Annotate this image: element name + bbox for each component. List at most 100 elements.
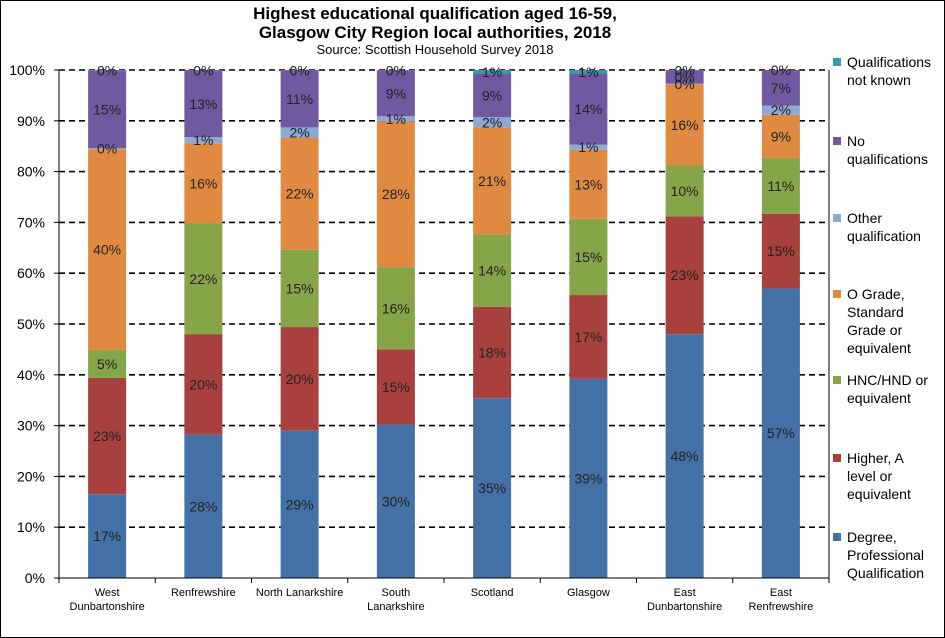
chart-title-line2: Glasgow City Region local authorities, 2…: [258, 23, 612, 42]
bar-segment: [376, 116, 415, 122]
data-label: 16%: [382, 300, 410, 316]
bar-segment: [88, 70, 127, 72]
x-tick-label-line: Renfrewshire: [748, 601, 813, 613]
bar-segment: [761, 213, 800, 289]
x-tick-label-line: Dunbartonshire: [647, 601, 722, 613]
x-tick-label: Glasgow: [567, 587, 610, 599]
legend-label-line: equivalent: [847, 486, 911, 502]
data-label: 20%: [189, 376, 217, 392]
bar-segment: [473, 306, 512, 399]
x-tick-label: East Dunbartonshire: [647, 587, 722, 613]
x-tick-label: West Dunbartonshire: [70, 587, 145, 613]
bar-segment: [376, 70, 415, 71]
legend-label-line: Qualifications: [847, 54, 932, 70]
bar-segment: [280, 249, 319, 328]
data-label: 1%: [193, 132, 213, 148]
bar-segment: [280, 430, 319, 578]
bar-segment: [569, 73, 608, 145]
y-tick-label: 80%: [17, 164, 45, 180]
data-label: 9%: [482, 87, 502, 103]
legend-label-line: Higher, A: [847, 450, 904, 466]
legend-label-line: level or: [847, 468, 893, 484]
data-label: 40%: [93, 242, 121, 258]
data-label: 22%: [189, 271, 217, 287]
bar-segment: [761, 70, 800, 106]
legend-label-line: qualification: [847, 228, 921, 244]
bar-segment: [569, 144, 608, 150]
legend-label-line: equivalent: [847, 390, 911, 406]
data-label: 0%: [290, 62, 310, 78]
data-label: 13%: [189, 96, 217, 112]
data-label: 0%: [97, 141, 117, 157]
x-tick-label-line: Renfrewshire: [171, 587, 236, 599]
bar-segment: [665, 216, 704, 335]
x-tick-label: East Renfrewshire: [748, 587, 813, 613]
legend-label-line: Other: [847, 210, 883, 226]
data-label: 57%: [767, 425, 795, 441]
bar-segment: [473, 127, 512, 235]
legend-label-line: equivalent: [847, 340, 911, 356]
bar-segment: [184, 143, 223, 224]
data-label: 9%: [771, 128, 791, 144]
legend-label: Qualifications not known: [847, 53, 945, 89]
x-tick-label-line: West: [95, 587, 120, 599]
y-tick-label: 70%: [17, 214, 45, 230]
legend-label-line: No: [847, 133, 865, 149]
bar-segment: [184, 70, 223, 138]
bar-segment: [280, 70, 319, 71]
chart-title-block: Highest educational qualification aged 1…: [1, 4, 869, 58]
data-label: 28%: [189, 498, 217, 514]
bar-segment: [761, 288, 800, 578]
bar-segment: [569, 218, 608, 296]
data-label: 1%: [578, 64, 598, 80]
bar-segment: [376, 424, 415, 578]
bar-segment: [280, 127, 319, 138]
bar-segment: [665, 84, 704, 166]
data-label: 15%: [382, 379, 410, 395]
data-label: 23%: [93, 428, 121, 444]
legend-label-line: O Grade,: [847, 286, 905, 302]
data-label: 0%: [675, 76, 695, 92]
bar-segment: [184, 70, 223, 71]
data-label: 1%: [482, 64, 502, 80]
data-label: 14%: [478, 263, 506, 279]
bar-segment: [280, 70, 319, 128]
legend-label-line: Professional: [847, 547, 925, 563]
data-label: 15%: [93, 102, 121, 118]
legend-swatch: [833, 58, 841, 66]
bar-segment: [473, 117, 512, 128]
data-label: 15%: [286, 280, 314, 296]
y-tick-label: 90%: [17, 113, 45, 129]
data-label: 13%: [574, 176, 602, 192]
legend-swatch: [833, 214, 841, 222]
bar-segment: [761, 157, 800, 214]
bar-segment: [184, 434, 223, 578]
data-label: 29%: [286, 496, 314, 512]
data-label: 0%: [675, 69, 695, 85]
data-label: 15%: [574, 249, 602, 265]
bar-segment: [88, 71, 127, 149]
data-label: 17%: [93, 528, 121, 544]
bar-segment: [88, 148, 127, 150]
data-label: 23%: [671, 267, 699, 283]
legend-swatch: [833, 290, 841, 298]
y-tick-label: 60%: [17, 265, 45, 281]
bar-segment: [184, 223, 223, 335]
bar-segment: [88, 377, 127, 495]
bar-segment: [473, 70, 512, 74]
y-tick-label: 20%: [17, 468, 45, 484]
data-label: 9%: [386, 85, 406, 101]
x-tick-label: Scotland: [471, 587, 514, 599]
data-label: 2%: [290, 124, 310, 140]
legend-swatch: [833, 533, 841, 541]
y-tick-label: 50%: [17, 316, 45, 332]
data-label: 11%: [767, 178, 794, 194]
x-tick-label-line: East: [674, 587, 696, 599]
data-label: 22%: [286, 186, 314, 202]
x-tick-label-line: Dunbartonshire: [70, 601, 145, 613]
data-label: 1%: [578, 139, 598, 155]
bar-segment: [473, 234, 512, 307]
data-label: 17%: [574, 329, 602, 345]
data-label: 11%: [286, 91, 313, 107]
